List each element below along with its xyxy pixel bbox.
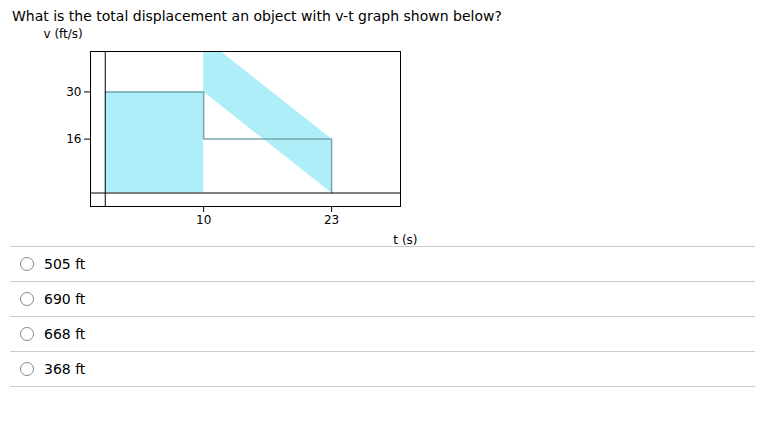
html-text:668 ft: 668 ft xyxy=(44,326,86,342)
svg-text:t (s): t (s) xyxy=(393,233,417,247)
html-text:What is the total displacement: What is the total displacement an object… xyxy=(12,8,502,24)
html-text:368 ft: 368 ft xyxy=(44,361,86,377)
svg-text:v (ft/s): v (ft/s) xyxy=(44,27,83,41)
html-text:690 ft: 690 ft xyxy=(44,291,86,307)
svg-text:23: 23 xyxy=(324,213,339,227)
html-text:505 ft: 505 ft xyxy=(44,256,86,272)
svg-text:10: 10 xyxy=(196,213,211,227)
svg-text:16: 16 xyxy=(66,132,81,146)
svg-text:30: 30 xyxy=(66,85,81,99)
